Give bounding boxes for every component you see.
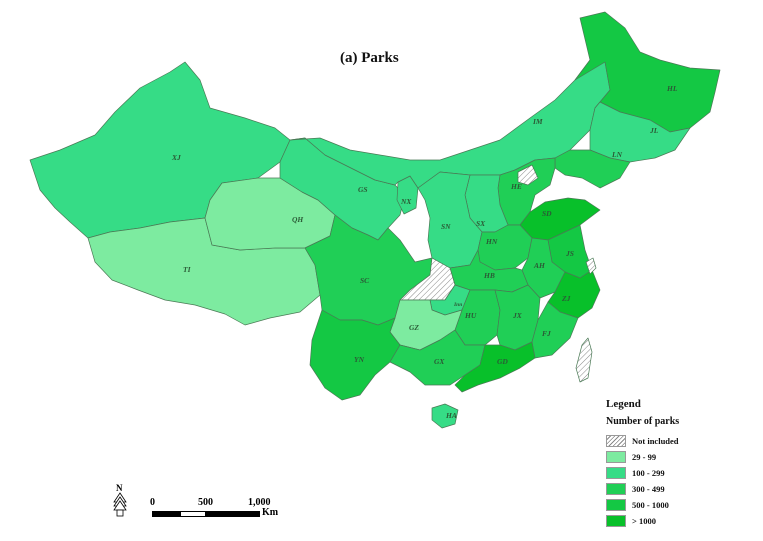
north-label: N — [116, 483, 123, 493]
legend-label: 29 - 99 — [632, 452, 657, 462]
scale-tick-500: 500 — [198, 497, 213, 508]
legend: Legend Number of parks Not included 29 -… — [606, 398, 756, 529]
svg-text:HE: HE — [510, 182, 522, 191]
svg-text:TI: TI — [183, 265, 192, 274]
svg-text:XJ: XJ — [171, 153, 181, 162]
svg-text:JS: JS — [565, 249, 574, 258]
svg-text:QH: QH — [292, 215, 304, 224]
svg-text:FJ: FJ — [542, 329, 551, 338]
legend-item-3: 300 - 499 — [606, 481, 756, 497]
svg-text:HA: HA — [445, 411, 457, 420]
legend-label: > 1000 — [632, 516, 656, 526]
svg-text:GX: GX — [434, 357, 445, 366]
scale-seg-2 — [180, 511, 206, 517]
scale-tick-1000: 1,000 — [248, 497, 271, 508]
legend-item-5: > 1000 — [606, 513, 756, 529]
legend-swatch-hatch — [606, 435, 626, 447]
legend-label: 300 - 499 — [632, 484, 665, 494]
scale-unit: Km — [262, 507, 279, 518]
province-SH — [585, 257, 597, 275]
scale-tick-0: 0 — [150, 497, 155, 508]
svg-text:HU: HU — [464, 311, 477, 320]
svg-text:JX: JX — [512, 311, 523, 320]
svg-text:HN: HN — [485, 237, 498, 246]
north-arrow-icon: N — [113, 483, 127, 517]
svg-text:SN: SN — [441, 222, 451, 231]
legend-label: 500 - 1000 — [632, 500, 669, 510]
province-GD — [454, 341, 536, 393]
svg-text:SC: SC — [360, 276, 370, 285]
province-HA — [431, 403, 459, 429]
svg-text:SD: SD — [542, 209, 552, 218]
legend-swatch-3 — [606, 483, 626, 495]
province-BJ — [517, 164, 539, 186]
scale-seg-1 — [152, 511, 180, 517]
province-IM — [289, 59, 611, 189]
svg-text:GZ: GZ — [409, 323, 419, 332]
svg-text:HB: HB — [483, 271, 495, 280]
legend-item-4: 500 - 1000 — [606, 497, 756, 513]
legend-swatch-5 — [606, 515, 626, 527]
svg-text:GD: GD — [497, 357, 508, 366]
svg-text:SX: SX — [476, 219, 486, 228]
svg-text:HL: HL — [666, 84, 678, 93]
legend-label: 100 - 299 — [632, 468, 665, 478]
legend-item-1: 29 - 99 — [606, 449, 756, 465]
svg-text:NX: NX — [400, 197, 412, 206]
legend-label: Not included — [632, 436, 679, 446]
svg-text:YN: YN — [354, 355, 365, 364]
legend-item-2: 100 - 299 — [606, 465, 756, 481]
legend-swatch-4 — [606, 499, 626, 511]
province-HN — [477, 224, 533, 271]
legend-subtitle: Number of parks — [606, 416, 680, 427]
scale-seg-3 — [206, 511, 260, 517]
legend-swatch-2 — [606, 467, 626, 479]
map-title: (a) Parks — [340, 50, 399, 66]
svg-text:ZJ: ZJ — [561, 294, 571, 303]
legend-swatch-1 — [606, 451, 626, 463]
svg-text:LN: LN — [611, 150, 623, 159]
svg-text:Inn: Inn — [453, 302, 462, 308]
province-TW — [575, 337, 593, 383]
svg-text:JL: JL — [649, 126, 659, 135]
scale-bar: 0 500 1,000 Km — [150, 497, 290, 527]
svg-text:AH: AH — [533, 261, 546, 270]
svg-text:IM: IM — [532, 117, 543, 126]
svg-text:GS: GS — [358, 185, 368, 194]
north-arrow: N — [110, 482, 130, 522]
legend-item-not-included: Not included — [606, 433, 756, 449]
legend-title: Legend — [606, 398, 641, 410]
